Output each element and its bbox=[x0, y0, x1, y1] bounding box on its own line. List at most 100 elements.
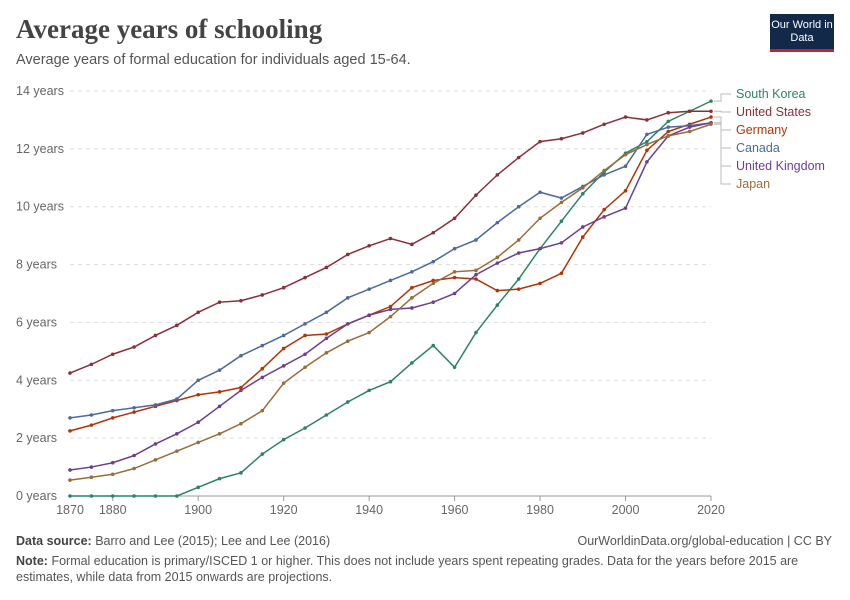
data-point bbox=[175, 494, 179, 498]
series-line-united-kingdom bbox=[69, 122, 712, 471]
y-tick-label: 0 years bbox=[16, 489, 57, 503]
y-tick-label: 8 years bbox=[16, 258, 57, 272]
data-point bbox=[666, 119, 671, 124]
data-point bbox=[452, 246, 457, 251]
data-point bbox=[602, 122, 606, 127]
data-point bbox=[559, 271, 564, 276]
data-point bbox=[495, 220, 500, 225]
data-point bbox=[260, 293, 265, 297]
data-point bbox=[410, 285, 414, 290]
x-tick-label: 1980 bbox=[526, 503, 554, 517]
data-point bbox=[709, 99, 713, 103]
note-text: Formal education is primary/ISCED 1 or h… bbox=[16, 554, 799, 584]
data-point bbox=[645, 132, 649, 137]
data-point bbox=[645, 142, 649, 147]
data-point bbox=[474, 272, 478, 277]
source-text[interactable]: Barro and Lee (2015); Lee and Lee (2016) bbox=[95, 534, 331, 548]
data-point bbox=[559, 219, 564, 223]
data-point bbox=[345, 339, 350, 344]
data-point bbox=[281, 381, 286, 385]
data-point bbox=[110, 408, 115, 413]
y-tick-label: 4 years bbox=[16, 373, 57, 387]
data-point bbox=[367, 243, 371, 248]
data-point bbox=[452, 270, 457, 274]
data-point bbox=[303, 322, 307, 326]
owid-logo[interactable]: Our World in Data bbox=[770, 14, 834, 52]
data-point bbox=[217, 476, 222, 481]
legend-label: United Kingdom bbox=[736, 159, 825, 173]
data-point bbox=[645, 118, 649, 122]
data-point bbox=[324, 310, 329, 315]
data-point bbox=[239, 471, 243, 475]
data-point bbox=[581, 225, 585, 229]
data-point bbox=[239, 388, 243, 393]
data-point bbox=[709, 122, 713, 127]
x-tick-label: 1920 bbox=[270, 503, 298, 517]
data-point bbox=[687, 109, 692, 114]
data-point bbox=[538, 190, 542, 195]
data-point bbox=[132, 345, 136, 349]
data-point bbox=[410, 296, 414, 300]
data-point bbox=[516, 277, 521, 281]
data-point bbox=[388, 314, 393, 319]
data-point bbox=[474, 277, 478, 281]
legend-connector bbox=[714, 122, 731, 149]
x-tick-label: 1870 bbox=[56, 503, 84, 517]
data-point bbox=[602, 173, 606, 177]
data-point bbox=[709, 109, 713, 114]
legend-label: Japan bbox=[736, 177, 770, 191]
data-point bbox=[239, 421, 243, 426]
data-point bbox=[645, 139, 649, 144]
data-point bbox=[153, 494, 158, 498]
data-point bbox=[538, 281, 542, 286]
legend-connector bbox=[714, 122, 731, 167]
data-point bbox=[196, 485, 200, 490]
data-point bbox=[431, 278, 436, 283]
data-point bbox=[602, 215, 606, 219]
data-point bbox=[110, 460, 115, 465]
data-point bbox=[623, 152, 628, 157]
data-point bbox=[89, 494, 94, 498]
data-point bbox=[559, 241, 564, 245]
data-point bbox=[452, 291, 457, 296]
data-point bbox=[345, 322, 350, 326]
data-point bbox=[367, 388, 371, 393]
data-point bbox=[410, 361, 414, 365]
data-point bbox=[687, 125, 692, 129]
x-tick-label: 2020 bbox=[697, 503, 725, 517]
data-point bbox=[559, 196, 564, 200]
data-point bbox=[516, 251, 521, 255]
legend-label: Germany bbox=[736, 123, 788, 137]
data-point bbox=[324, 413, 329, 417]
data-point bbox=[217, 432, 222, 436]
data-point bbox=[474, 238, 478, 242]
note: Note: Formal education is primary/ISCED … bbox=[16, 553, 831, 585]
data-point bbox=[666, 129, 671, 134]
y-tick-label: 2 years bbox=[16, 431, 57, 445]
data-point bbox=[196, 310, 200, 315]
data-point bbox=[559, 200, 564, 205]
data-point bbox=[581, 191, 585, 196]
legend-label: United States bbox=[736, 105, 811, 119]
legend-connector bbox=[714, 93, 731, 102]
data-point bbox=[68, 478, 72, 482]
data-point bbox=[623, 206, 628, 210]
data-point bbox=[538, 246, 542, 251]
series-line-united-states bbox=[69, 110, 711, 374]
source-url[interactable]: OurWorldinData.org/global-education | CC… bbox=[577, 534, 832, 548]
data-point bbox=[410, 270, 414, 274]
y-tick-label: 12 years bbox=[16, 142, 64, 156]
data-point bbox=[431, 343, 436, 348]
data-point bbox=[153, 403, 158, 407]
data-point bbox=[666, 110, 671, 115]
data-point bbox=[431, 281, 436, 286]
x-tick-label: 1880 bbox=[99, 503, 127, 517]
data-point bbox=[303, 352, 307, 357]
data-point bbox=[281, 285, 286, 290]
data-point bbox=[452, 275, 457, 280]
data-point bbox=[196, 440, 200, 445]
data-point bbox=[89, 465, 94, 469]
data-point bbox=[153, 333, 158, 338]
data-point bbox=[388, 278, 393, 283]
